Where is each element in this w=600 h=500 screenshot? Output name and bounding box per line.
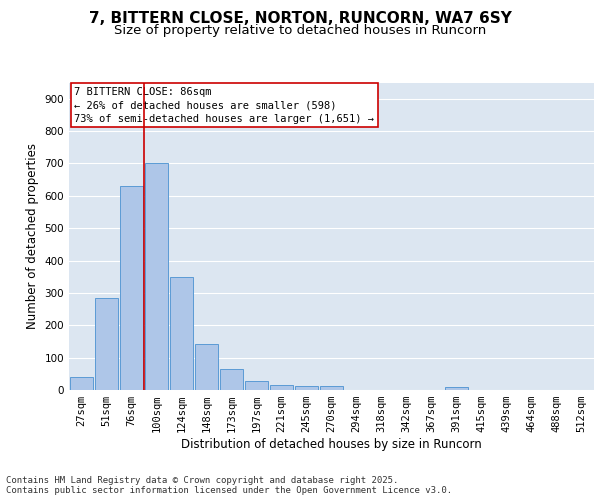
Y-axis label: Number of detached properties: Number of detached properties <box>26 143 39 329</box>
Bar <box>245 381 268 390</box>
Text: 7, BITTERN CLOSE, NORTON, RUNCORN, WA7 6SY: 7, BITTERN CLOSE, NORTON, RUNCORN, WA7 6… <box>89 11 511 26</box>
Bar <box>170 276 193 390</box>
Bar <box>120 186 143 390</box>
Bar <box>445 388 468 390</box>
Bar <box>70 377 93 390</box>
Text: 7 BITTERN CLOSE: 86sqm
← 26% of detached houses are smaller (598)
73% of semi-de: 7 BITTERN CLOSE: 86sqm ← 26% of detached… <box>74 87 374 124</box>
Text: Size of property relative to detached houses in Runcorn: Size of property relative to detached ho… <box>114 24 486 37</box>
Bar <box>295 386 318 390</box>
Text: Contains HM Land Registry data © Crown copyright and database right 2025.
Contai: Contains HM Land Registry data © Crown c… <box>6 476 452 495</box>
Bar <box>270 385 293 390</box>
X-axis label: Distribution of detached houses by size in Runcorn: Distribution of detached houses by size … <box>181 438 482 451</box>
Bar <box>145 164 168 390</box>
Bar <box>320 386 343 390</box>
Bar <box>220 369 243 390</box>
Bar <box>95 298 118 390</box>
Bar <box>195 344 218 390</box>
